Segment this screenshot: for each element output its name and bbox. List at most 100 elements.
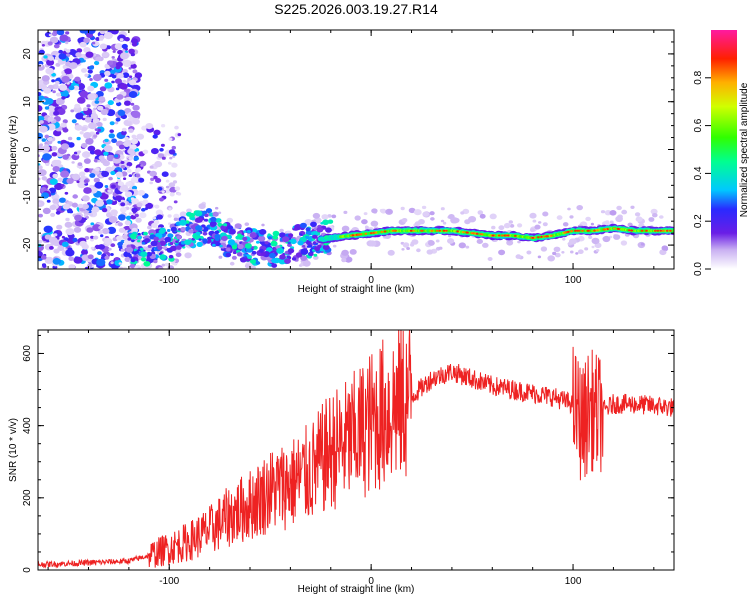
spectrogram-cell <box>64 191 69 195</box>
spectrogram-cell <box>447 234 452 238</box>
spectrogram-cell <box>279 228 284 233</box>
spectrogram-cell <box>72 194 78 199</box>
spectrogram-cell <box>68 256 74 262</box>
spectrogram-cell <box>630 205 635 209</box>
spectrogram-cell <box>126 165 130 169</box>
spectrogram-cell <box>111 74 117 79</box>
spectrogram-cell <box>138 177 145 183</box>
spectrogram-cell <box>228 229 236 235</box>
spectrogram-cell <box>115 78 122 84</box>
spectrogram-cell <box>491 234 495 237</box>
spectrogram-cell <box>38 201 41 206</box>
spectrogram-cell <box>122 79 127 83</box>
spectrogram-cell <box>108 133 116 139</box>
spectrogram-cell <box>53 110 60 116</box>
spectrogram-cell <box>52 198 60 205</box>
spectrogram-cell <box>327 214 332 218</box>
spectrogram-cell <box>60 170 70 178</box>
spectrogram-cell <box>628 229 631 232</box>
spectrogram-cell <box>148 229 157 236</box>
spectrogram-cell <box>128 128 134 133</box>
spectrogram-cell <box>110 209 118 216</box>
spectrogram-cell <box>456 230 459 233</box>
spectrogram-cell <box>165 185 170 189</box>
spectrogram-cell <box>74 124 83 131</box>
colorbar-ticks: 0.0 0.2 0.4 0.6 0.8 <box>693 70 711 276</box>
spectrogram-cell <box>82 115 87 119</box>
spectrogram-cell <box>81 143 88 148</box>
spectrogram-cell <box>152 216 157 220</box>
spectrogram-cell <box>140 251 148 258</box>
spectrogram-cell <box>111 80 115 84</box>
spectrogram-cell <box>47 116 55 122</box>
snr-ticks: -100 0 100 0 200 400 600 <box>22 330 674 587</box>
spectrogram-cell <box>55 80 60 85</box>
spectrogram-cell <box>119 207 127 213</box>
spectrogram-cell <box>57 245 65 252</box>
spectrogram-cell <box>57 177 63 182</box>
spectrogram-cell <box>552 251 557 256</box>
spectrogram-cell <box>221 235 228 241</box>
spectrogram-cell <box>110 261 114 265</box>
spectrogram-cell <box>609 220 614 224</box>
spectrogram-cell <box>198 203 206 210</box>
spectrogram-cell <box>38 105 43 112</box>
spectrogram-cell <box>482 242 489 248</box>
spectrogram-cell <box>243 230 247 233</box>
spectrogram-cell <box>313 241 317 245</box>
spectrogram-cell <box>185 244 189 248</box>
spectrogram-cell <box>94 181 104 189</box>
spectrogram-cell <box>79 30 87 34</box>
spectrogram-cell <box>56 224 63 230</box>
spectrogram-cell <box>74 76 81 82</box>
spectrogram-cell <box>114 43 123 50</box>
spectrogram-cell <box>172 180 178 184</box>
spectrogram-cell <box>51 152 58 157</box>
spectrogram-cell <box>77 81 82 84</box>
spectrogram-cell <box>38 132 43 140</box>
spectrogram-cell <box>112 50 116 53</box>
spectrogram-cell <box>293 227 297 230</box>
spectrogram-cell <box>65 228 75 236</box>
spectrogram-cell <box>202 231 208 236</box>
spectrogram-cell <box>295 252 303 258</box>
spectrogram-cell <box>61 75 70 83</box>
spectrogram-cell <box>168 207 172 210</box>
snr-series-line <box>38 330 674 569</box>
spectrogram-cell <box>71 161 75 164</box>
spectrogram-cell <box>43 87 52 94</box>
spectrogram-cell <box>83 158 91 164</box>
spectrogram-cell <box>157 186 163 191</box>
spectrogram-cell <box>616 205 622 211</box>
spectrogram-cell <box>184 252 192 259</box>
spectrogram-cell <box>164 262 170 267</box>
spectrogram-cell <box>38 92 42 97</box>
spectrogram-cell <box>159 197 164 202</box>
spectrogram-cell <box>135 167 142 172</box>
spectrogram-cell <box>124 136 129 141</box>
spectrogram-cell <box>131 38 138 44</box>
spectrogram-cell <box>101 207 108 213</box>
spectrogram-cell <box>380 230 384 233</box>
spectrogram-cell <box>627 222 633 227</box>
spectrogram-cell <box>116 101 122 107</box>
spectrogram-cell <box>115 117 121 122</box>
spectrogram-cell <box>52 90 56 94</box>
spectrogram-cell <box>142 199 149 205</box>
spectrogram-cell <box>71 202 78 208</box>
spectrogram-cell <box>127 148 135 155</box>
figure-title: S225.2026.003.19.27.R14 <box>274 1 438 17</box>
spectrogram-cell <box>659 229 662 232</box>
spectrogram-cell <box>137 235 142 240</box>
spectrogram-cell <box>76 180 80 184</box>
spectrogram-cell <box>41 263 47 267</box>
spectrogram-cell <box>84 73 89 78</box>
spectrogram-cell <box>152 134 158 139</box>
spectrogram-cell <box>656 229 660 232</box>
spectrogram-cell <box>420 229 423 232</box>
spectrogram-cell <box>71 173 81 181</box>
spectrogram-cell <box>630 229 634 232</box>
spectrogram-cell <box>567 207 571 211</box>
colorbar-label: Normalized spectral amplitude <box>739 82 750 217</box>
spectrogram-cell <box>430 229 434 232</box>
